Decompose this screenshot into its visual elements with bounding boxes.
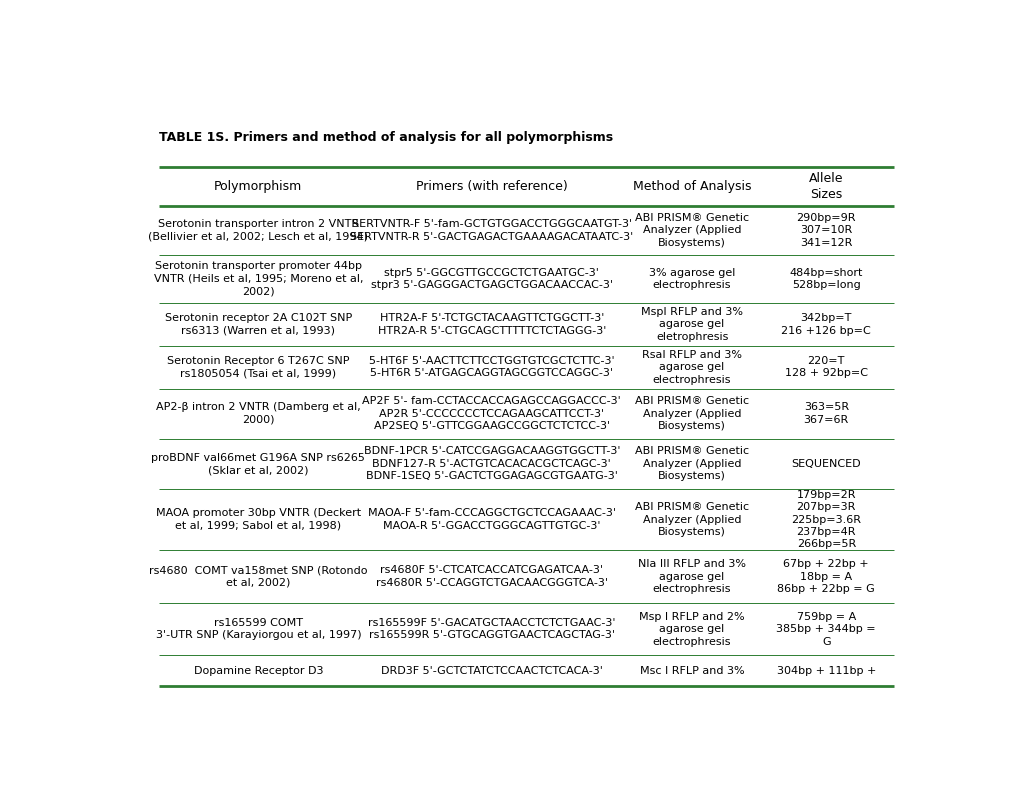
Text: Method of Analysis: Method of Analysis <box>632 180 751 193</box>
Text: TABLE 1S. Primers and method of analysis for all polymorphisms: TABLE 1S. Primers and method of analysis… <box>159 132 612 144</box>
Text: 3% agarose gel
electrophresis: 3% agarose gel electrophresis <box>648 268 735 290</box>
Text: 484bp=short
528bp=long: 484bp=short 528bp=long <box>789 268 862 290</box>
Text: rs4680F 5'-CTCATCACCATCGAGATCAA-3'
rs4680R 5'-CCAGGTCTGACAACGGGTCA-3': rs4680F 5'-CTCATCACCATCGAGATCAA-3' rs468… <box>375 566 607 588</box>
Text: MAOA-F 5'-fam-CCCAGGCTGCTCCAGAAAC-3'
MAOA-R 5'-GGACCTGGGCAGTTGTGC-3': MAOA-F 5'-fam-CCCAGGCTGCTCCAGAAAC-3' MAO… <box>368 508 615 531</box>
Text: Dopamine Receptor D3: Dopamine Receptor D3 <box>194 666 323 676</box>
Text: Serotonin transporter promoter 44bp
VNTR (Heils et al, 1995; Moreno et al,
2002): Serotonin transporter promoter 44bp VNTR… <box>154 262 363 296</box>
Text: AP2F 5'- fam-CCTACCACCAGAGCCAGGACCC-3'
AP2R 5'-CCCCCCCTCCAGAAGCATTCCT-3'
AP2SEQ : AP2F 5'- fam-CCTACCACCAGAGCCAGGACCC-3' A… <box>362 396 621 431</box>
Text: 304bp + 111bp +: 304bp + 111bp + <box>775 666 875 676</box>
Text: rs4680  COMT va158met SNP (Rotondo
et al, 2002): rs4680 COMT va158met SNP (Rotondo et al,… <box>149 566 367 588</box>
Text: proBDNF val66met G196A SNP rs6265
(Sklar et al, 2002): proBDNF val66met G196A SNP rs6265 (Sklar… <box>151 452 365 475</box>
Text: ABI PRISM® Genetic
Analyzer (Applied
Biosystems): ABI PRISM® Genetic Analyzer (Applied Bio… <box>635 502 748 537</box>
Text: SERTVNTR-F 5'-fam-GCTGTGGACCTGGGCAATGT-3'
SERTVNTR-R 5'-GACTGAGACTGAAAAGACATAATC: SERTVNTR-F 5'-fam-GCTGTGGACCTGGGCAATGT-3… <box>350 219 633 242</box>
Text: 342bp=T
216 +126 bp=C: 342bp=T 216 +126 bp=C <box>781 314 870 336</box>
Text: 5-HT6F 5'-AACTTCTTCCTGGTGTCGCTCTTC-3'
5-HT6R 5'-ATGAGCAGGTAGCGGTCCAGGC-3': 5-HT6F 5'-AACTTCTTCCTGGTGTCGCTCTTC-3' 5-… <box>369 356 614 378</box>
Text: MspI RFLP and 3%
agarose gel
eletrophresis: MspI RFLP and 3% agarose gel eletrophres… <box>641 307 743 342</box>
Text: HTR2A-F 5'-TCTGCTACAAGTTCTGGCTT-3'
HTR2A-R 5'-CTGCAGCTTTTTCTCTAGGG-3': HTR2A-F 5'-TCTGCTACAAGTTCTGGCTT-3' HTR2A… <box>377 314 605 336</box>
Text: Nla III RFLP and 3%
agarose gel
electrophresis: Nla III RFLP and 3% agarose gel electrop… <box>638 559 745 594</box>
Text: Serotonin receptor 2A C102T SNP
rs6313 (Warren et al, 1993): Serotonin receptor 2A C102T SNP rs6313 (… <box>165 314 352 336</box>
Text: stpr5 5'-GGCGTTGCCGCTCTGAATGC-3'
stpr3 5'-GAGGGACTGAGCTGGACAACCAC-3': stpr5 5'-GGCGTTGCCGCTCTGAATGC-3' stpr3 5… <box>371 268 612 290</box>
Text: Allele
Sizes: Allele Sizes <box>808 173 843 201</box>
Text: Serotonin transporter intron 2 VNTR
(Bellivier et al, 2002; Lesch et al, 1994): Serotonin transporter intron 2 VNTR (Bel… <box>148 219 368 242</box>
Text: 179bp=2R
207bp=3R
225bp=3.6R
237bp=4R
266bp=5R: 179bp=2R 207bp=3R 225bp=3.6R 237bp=4R 26… <box>791 490 860 549</box>
Text: Polymorphism: Polymorphism <box>214 180 303 193</box>
Text: AP2-β intron 2 VNTR (Damberg et al,
2000): AP2-β intron 2 VNTR (Damberg et al, 2000… <box>156 403 361 425</box>
Text: Msp I RFLP and 2%
agarose gel
electrophresis: Msp I RFLP and 2% agarose gel electrophr… <box>639 611 744 646</box>
Text: ABI PRISM® Genetic
Analyzer (Applied
Biosystems): ABI PRISM® Genetic Analyzer (Applied Bio… <box>635 447 748 481</box>
Text: ABI PRISM® Genetic
Analyzer (Applied
Biosystems): ABI PRISM® Genetic Analyzer (Applied Bio… <box>635 396 748 431</box>
Text: Primers (with reference): Primers (with reference) <box>416 180 568 193</box>
Text: ABI PRISM® Genetic
Analyzer (Applied
Biosystems): ABI PRISM® Genetic Analyzer (Applied Bio… <box>635 213 748 247</box>
Text: BDNF-1PCR 5'-CATCCGAGGACAAGGTGGCTT-3'
BDNF127-R 5'-ACTGTCACACACGCTCAGC-3'
BDNF-1: BDNF-1PCR 5'-CATCCGAGGACAAGGTGGCTT-3' BD… <box>363 447 620 481</box>
Text: 67bp + 22bp +
18bp = A
86bp + 22bp = G: 67bp + 22bp + 18bp = A 86bp + 22bp = G <box>776 559 874 594</box>
Text: DRD3F 5'-GCTCTATCTCCAACTCTCACA-3': DRD3F 5'-GCTCTATCTCCAACTCTCACA-3' <box>380 666 602 676</box>
Text: RsaI RFLP and 3%
agarose gel
electrophresis: RsaI RFLP and 3% agarose gel electrophre… <box>642 350 742 385</box>
Text: 759bp = A
385bp + 344bp =
G: 759bp = A 385bp + 344bp = G <box>775 611 875 646</box>
Text: 290bp=9R
307=10R
341=12R: 290bp=9R 307=10R 341=12R <box>796 213 855 247</box>
Text: rs165599 COMT
3'-UTR SNP (Karayiorgou et al, 1997): rs165599 COMT 3'-UTR SNP (Karayiorgou et… <box>156 618 361 641</box>
Text: 363=5R
367=6R: 363=5R 367=6R <box>803 403 848 425</box>
Text: 220=T
128 + 92bp=C: 220=T 128 + 92bp=C <box>784 356 867 378</box>
Text: MAOA promoter 30bp VNTR (Deckert
et al, 1999; Sabol et al, 1998): MAOA promoter 30bp VNTR (Deckert et al, … <box>156 508 361 531</box>
Text: Serotonin Receptor 6 T267C SNP
rs1805054 (Tsai et al, 1999): Serotonin Receptor 6 T267C SNP rs1805054… <box>167 356 350 378</box>
Text: Msc I RFLP and 3%: Msc I RFLP and 3% <box>639 666 744 676</box>
Text: SEQUENCED: SEQUENCED <box>791 459 860 469</box>
Text: rs165599F 5'-GACATGCTAACCTCTCTGAAC-3'
rs165599R 5'-GTGCAGGTGAACTCAGCTAG-3': rs165599F 5'-GACATGCTAACCTCTCTGAAC-3' rs… <box>368 618 614 641</box>
